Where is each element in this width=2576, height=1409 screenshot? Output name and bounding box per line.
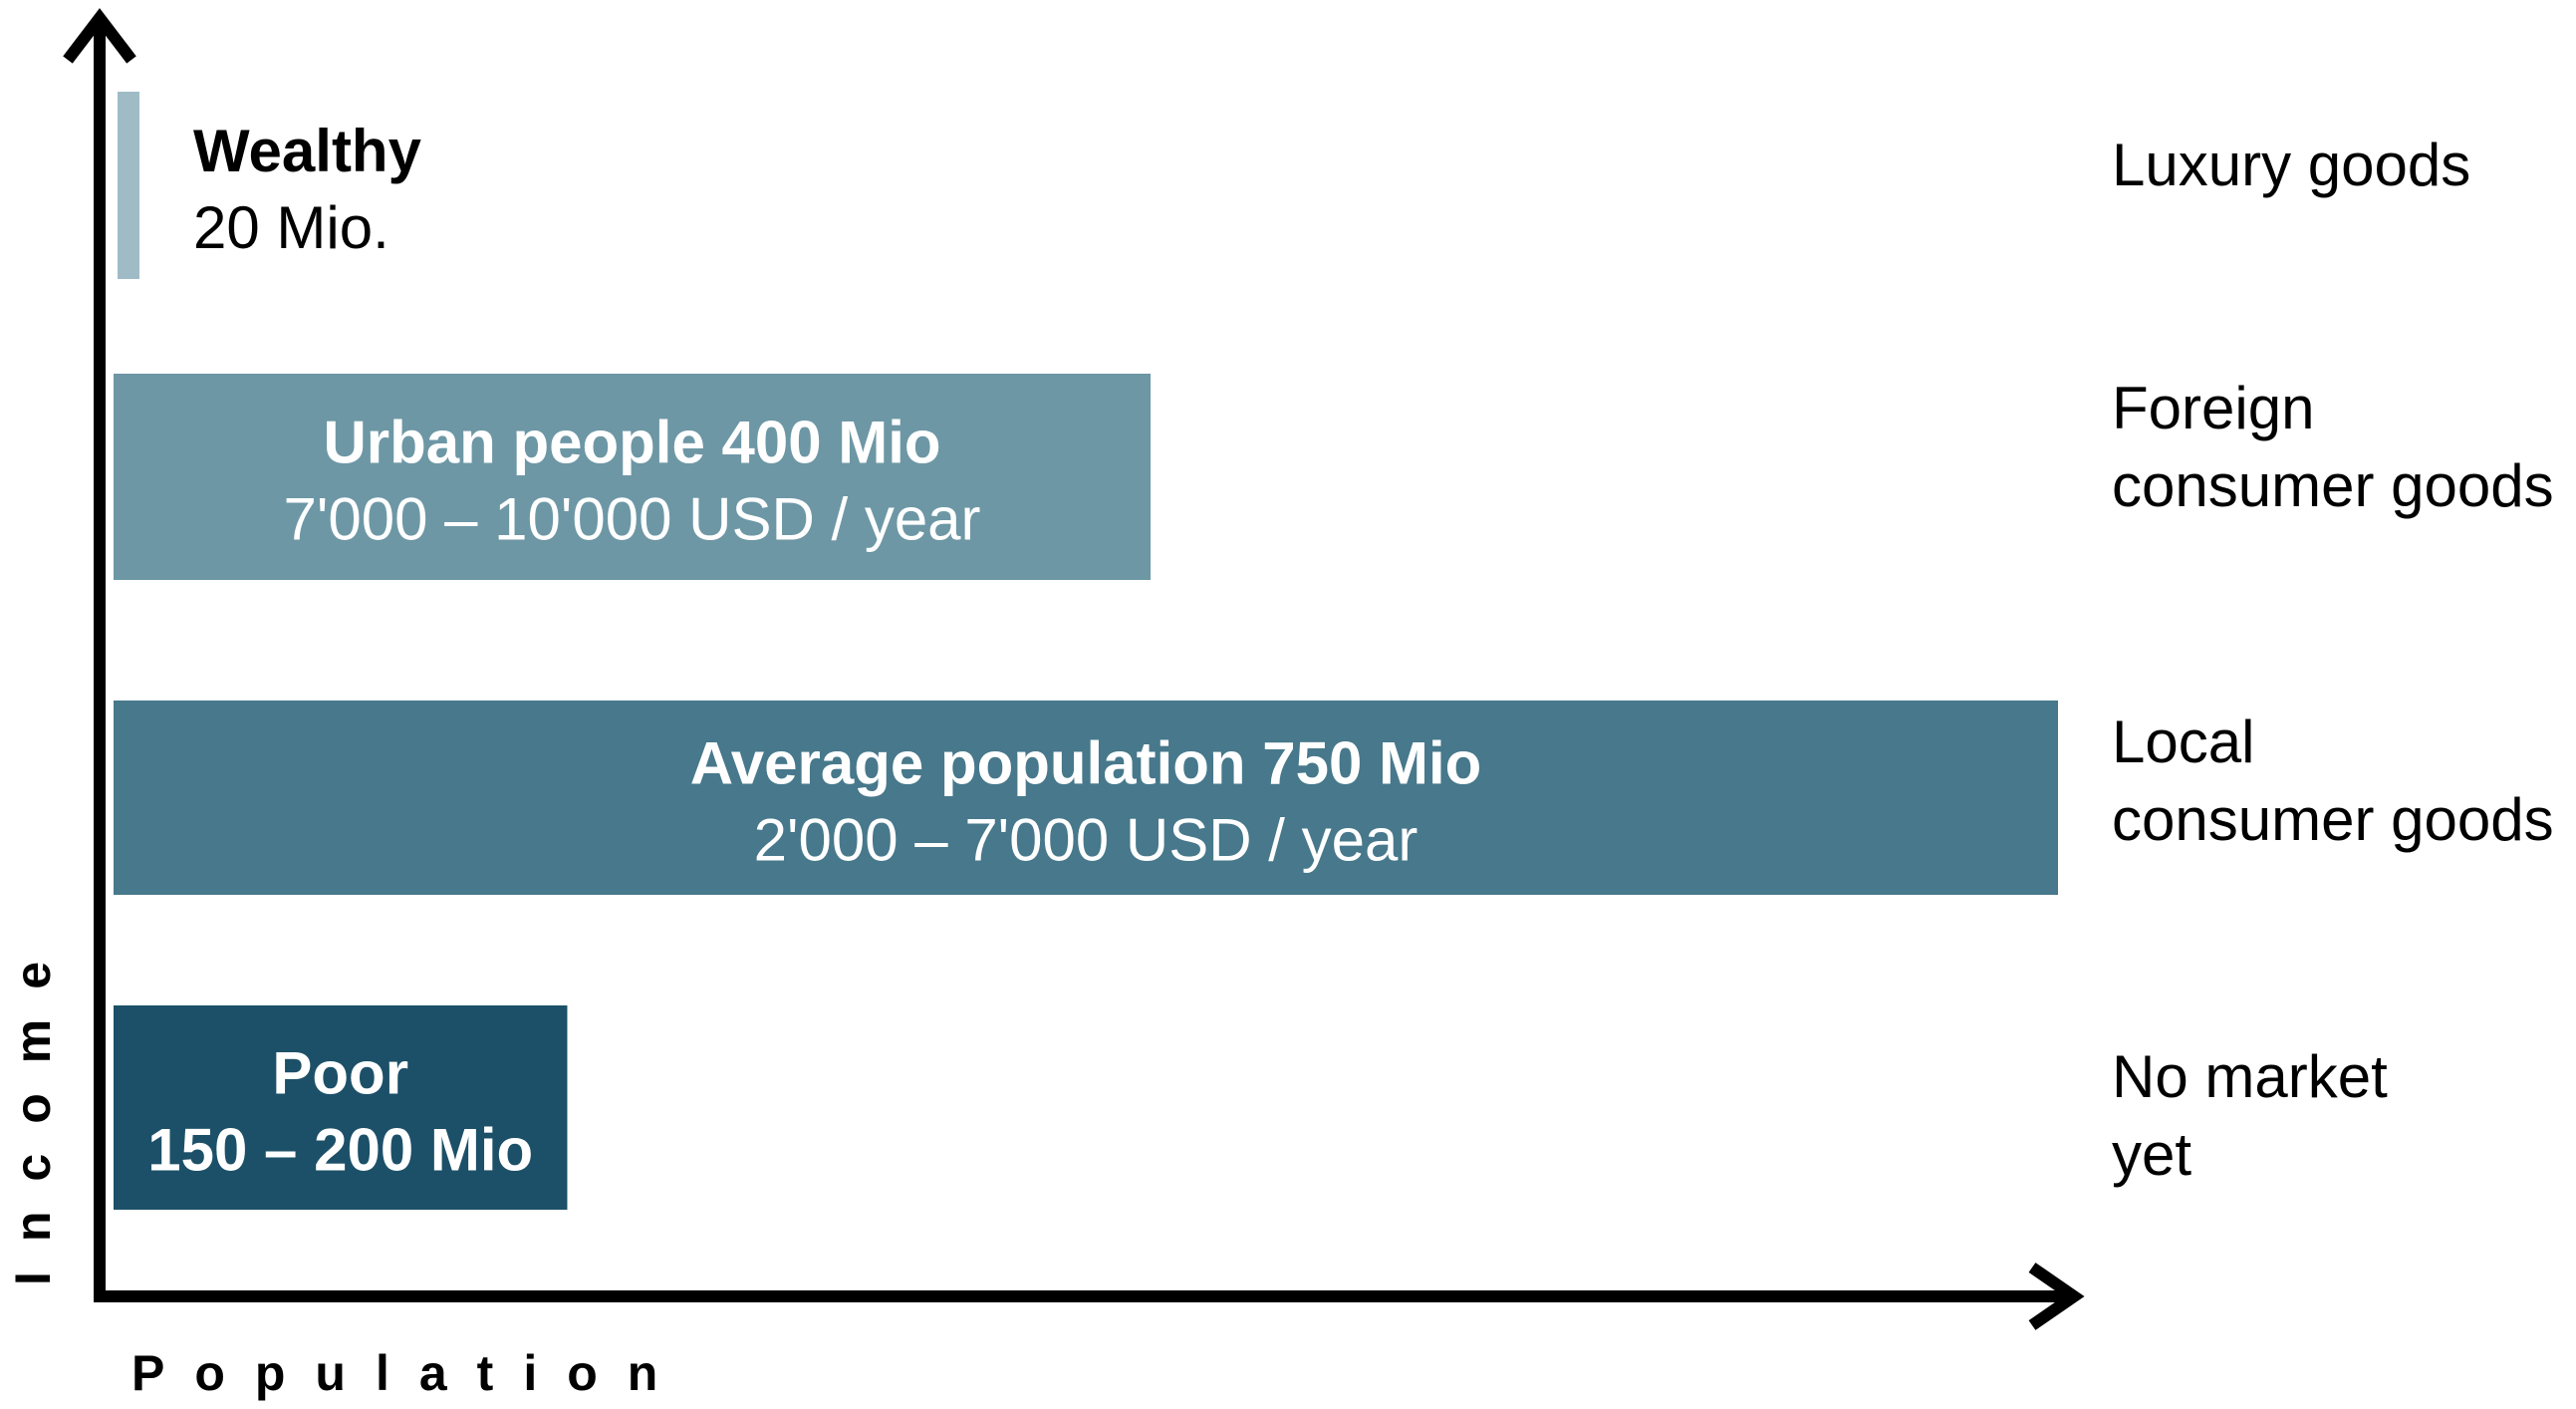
bar-wealthy [118, 92, 139, 279]
bar-title-wealthy: Wealthy [193, 118, 422, 184]
bar-urban [114, 374, 1152, 580]
market-labels-layer: Luxury goods Foreign consumer goods Local co… [2112, 132, 2554, 1188]
x-axis-label: Population [131, 1345, 687, 1401]
market-label-poor-0: No market [2112, 1043, 2388, 1110]
bar-title-average: Average population 750 Mio [690, 730, 1482, 797]
bar-average [114, 701, 2058, 895]
bar-subtitle-urban: 7'000 – 10'000 USD / year [284, 486, 981, 553]
bar-subtitle-poor: 150 – 200 Mio [147, 1117, 533, 1184]
y-axis-arrowhead [63, 8, 136, 64]
bar-title-poor: Poor [272, 1040, 408, 1107]
y-axis-label: Income [5, 932, 61, 1285]
market-label-urban-1: consumer goods [2112, 452, 2554, 519]
market-label-urban-0: Foreign [2112, 375, 2314, 441]
market-label-average-0: Local [2112, 708, 2254, 775]
bars-layer [114, 92, 2058, 1210]
bar-poor [114, 1005, 568, 1210]
market-label-poor-1: yet [2112, 1121, 2191, 1188]
bar-subtitle-average: 2'000 – 7'000 USD / year [754, 807, 1418, 874]
x-axis-arrowhead [2028, 1263, 2085, 1330]
market-label-average-1: consumer goods [2112, 786, 2554, 853]
bar-title-urban: Urban people 400 Mio [323, 410, 940, 476]
market-label-wealthy-0: Luxury goods [2112, 132, 2470, 198]
axes [63, 8, 2085, 1330]
bar-subtitle-wealthy: 20 Mio. [193, 194, 389, 261]
bar-labels-layer: Wealthy 20 Mio. Urban people 400 Mio 7'000 … [147, 118, 1481, 1184]
